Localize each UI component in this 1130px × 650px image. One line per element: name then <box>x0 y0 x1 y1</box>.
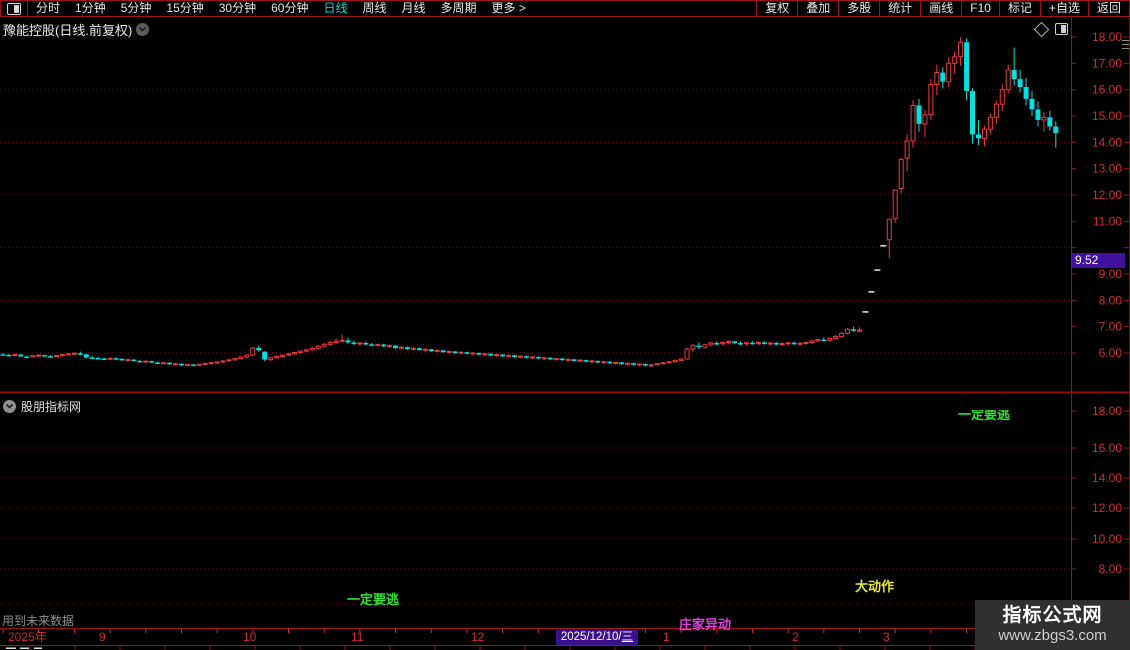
timeline-month: 3 <box>883 630 890 644</box>
period-item[interactable]: 月线 <box>401 1 426 15</box>
diamond-icon[interactable] <box>1033 21 1050 37</box>
tool-item[interactable]: 统计 <box>879 1 920 16</box>
sub-y-axis-label: 18.00 <box>1092 404 1122 418</box>
tool-item[interactable]: 叠加 <box>797 1 838 16</box>
tools-menu: 复权 叠加 多股 统计 画线 F10 标记 +自选 返回 <box>756 1 1129 16</box>
tool-item[interactable]: 画线 <box>920 1 961 16</box>
top-toolbar: 分时 1分钟 5分钟 15分钟 30分钟 60分钟 日线 周线 月线 多周期 更多 > 复权 叠加 多股… <box>0 0 1130 17</box>
watermark-url: www.zbgs3.com <box>998 627 1107 644</box>
indicator-name: 股朋指标网 <box>21 400 82 414</box>
y-axis-label: 14.00 <box>1092 135 1122 149</box>
chart-annotation: 一定要逃 <box>347 592 400 607</box>
panel-layout-icon[interactable] <box>1 1 28 16</box>
watermark: 指标公式网 www.zbgs3.com <box>975 600 1130 650</box>
period-item[interactable]: 多周期 <box>440 1 477 15</box>
timeline-month: 10 <box>243 630 257 644</box>
tool-item[interactable]: 标记 <box>998 1 1040 16</box>
chart-annotation: 庄家异动 <box>679 617 732 632</box>
chevron-down-icon[interactable] <box>3 400 16 413</box>
y-axis-label: 11.00 <box>1093 214 1122 228</box>
period-item[interactable]: 5分钟 <box>120 1 152 15</box>
chevron-down-icon[interactable] <box>136 23 150 36</box>
y-axis-label: 18.00 <box>1092 30 1122 44</box>
period-item[interactable]: 周线 <box>362 1 387 15</box>
chart-annotation-clipped: 一定要逃 <box>958 410 1011 421</box>
y-axis-label: 13.00 <box>1092 162 1122 176</box>
y-axis-label: 6.00 <box>1099 346 1123 360</box>
y-axis-label: 9.00 <box>1099 267 1123 281</box>
tool-item[interactable]: +自选 <box>1039 1 1088 16</box>
timeline-month: 2 <box>792 630 799 644</box>
splitter-handle-icon[interactable] <box>1122 40 1129 49</box>
timeline-year: 2025年 <box>8 630 47 644</box>
period-item[interactable]: 更多 > <box>491 1 526 15</box>
sub-y-axis-label: 8.00 <box>1099 562 1123 576</box>
period-item[interactable]: 15分钟 <box>166 1 204 15</box>
split-view-icon[interactable] <box>1055 23 1068 35</box>
selected-weekday: 三 <box>621 631 634 643</box>
y-axis-label: 7.00 <box>1099 320 1123 334</box>
y-axis-label: 8.00 <box>1099 293 1123 307</box>
sub-y-axis-label: 12.00 <box>1092 501 1122 515</box>
tool-item[interactable]: 复权 <box>756 1 797 16</box>
chart-annotation: 大动作 <box>855 579 895 594</box>
period-item[interactable]: 日线 <box>323 1 348 15</box>
y-axis-label: 15.00 <box>1092 109 1122 123</box>
sub-y-axis-label: 14.00 <box>1092 471 1122 485</box>
selected-date-badge: 2025/12/10/三 <box>556 630 638 645</box>
timeline-month: 11 <box>351 630 364 644</box>
half-square-icon <box>7 2 21 15</box>
future-data-note: 用到未来数据 <box>2 614 75 628</box>
chart-corner-icons <box>1033 21 1068 37</box>
y-axis-label: 12.00 <box>1092 188 1122 202</box>
indicator-label-row[interactable]: 股朋指标网 <box>3 398 81 415</box>
period-item[interactable]: 60分钟 <box>271 1 309 15</box>
timeline-month: 9 <box>99 630 106 644</box>
tool-item[interactable]: 返回 <box>1087 1 1129 16</box>
tool-item[interactable]: 多股 <box>838 1 879 16</box>
sub-y-axis-label: 16.00 <box>1092 441 1122 455</box>
y-axis-label: 17.00 <box>1092 56 1122 70</box>
selected-date: 2025/12/10/ <box>560 631 622 643</box>
y-axis-label: 16.00 <box>1092 83 1122 97</box>
period-menu: 分时 1分钟 5分钟 15分钟 30分钟 60分钟 日线 周线 月线 多周期 更多 > <box>28 1 756 16</box>
stock-title: 豫能控股(日线.前复权) <box>3 23 133 38</box>
price-badge: 9.52 <box>1072 253 1125 269</box>
watermark-title: 指标公式网 <box>1002 605 1103 626</box>
tool-item[interactable]: F10 <box>961 1 999 16</box>
sub-y-axis-label: 10.00 <box>1092 532 1122 546</box>
timeline-month: 12 <box>471 630 485 644</box>
stock-title-row[interactable]: 豫能控股(日线.前复权) <box>3 20 150 39</box>
period-item[interactable]: 30分钟 <box>218 1 257 15</box>
period-item[interactable]: 1分钟 <box>75 1 106 15</box>
timeline-month: 1 <box>663 630 670 644</box>
period-item[interactable]: 分时 <box>36 1 61 15</box>
